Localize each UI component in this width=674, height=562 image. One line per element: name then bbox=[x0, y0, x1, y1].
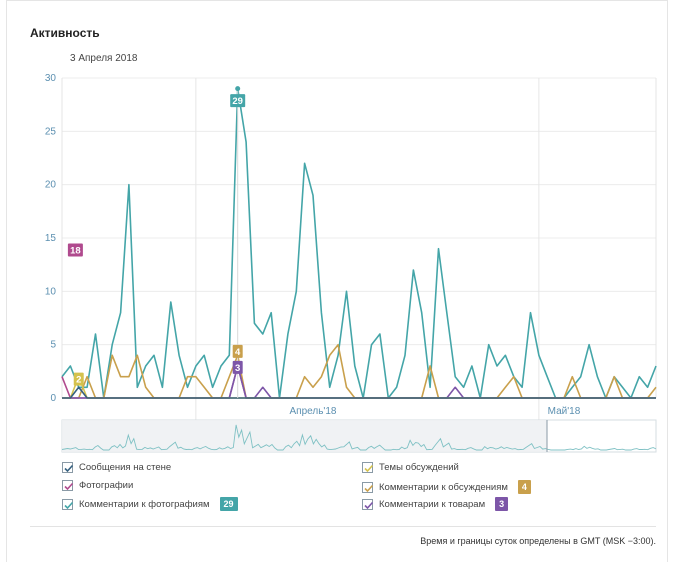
x-tick-label: Апрель'18 bbox=[290, 406, 337, 417]
timezone-note: Время и границы суток определены в GMT (… bbox=[420, 536, 656, 546]
checkbox-icon[interactable] bbox=[62, 462, 74, 473]
value-badge-bg bbox=[232, 344, 243, 358]
y-tick-label: 25 bbox=[45, 126, 57, 137]
y-tick-label: 15 bbox=[45, 233, 57, 244]
legend-item-photo-comments[interactable]: Комментарии к фотографиям 29 bbox=[62, 497, 238, 511]
navigator-shade bbox=[62, 420, 547, 452]
legend-label: Сообщения на стене bbox=[79, 462, 172, 473]
value-badge-bg bbox=[67, 243, 83, 257]
panel-left-border bbox=[6, 0, 7, 562]
value-badge-bg bbox=[232, 360, 243, 374]
legend-item-photos[interactable]: Фотографии bbox=[62, 480, 133, 491]
legend-value-badge: 29 bbox=[219, 497, 238, 511]
legend-label: Комментарии к товарам bbox=[379, 498, 486, 510]
hover-point bbox=[235, 86, 241, 92]
checkbox-icon[interactable] bbox=[62, 480, 74, 491]
value-badge-text: 2 bbox=[76, 375, 81, 386]
value-badge-text: 18 bbox=[70, 246, 81, 257]
legend-item-discussion-topics[interactable]: Темы обсуждений bbox=[362, 462, 459, 473]
footer-divider bbox=[30, 526, 656, 527]
value-badge-text: 4 bbox=[235, 347, 241, 358]
value-badge-bg bbox=[230, 94, 246, 108]
legend-item-wall-posts[interactable]: Сообщения на стене bbox=[62, 462, 171, 473]
legend-value-badge: 3 bbox=[495, 497, 509, 511]
legend-item-product-comments[interactable]: Комментарии к товарам 3 bbox=[362, 497, 509, 511]
y-tick-label: 20 bbox=[45, 180, 57, 191]
legend-label: Фотографии bbox=[79, 480, 134, 491]
legend-label: Комментарии к фотографиям bbox=[79, 498, 210, 510]
legend-label: Темы обсуждений bbox=[379, 462, 459, 473]
checkbox-icon[interactable] bbox=[62, 498, 74, 510]
value-badge-text: 29 bbox=[232, 96, 243, 107]
checkbox-icon[interactable] bbox=[362, 481, 374, 493]
value-badge-text: 3 bbox=[235, 363, 240, 374]
y-tick-label: 10 bbox=[45, 286, 57, 297]
x-tick-label: Май'18 bbox=[548, 406, 581, 417]
activity-chart[interactable]: 0 5 10 15 20 25 30 Апрель'18 Май'18 29 4 3 2 18 bbox=[0, 0, 674, 460]
legend-label: Комментарии к обсуждениям bbox=[379, 481, 508, 493]
legend-item-discussion-comments[interactable]: Комментарии к обсуждениям 4 bbox=[362, 480, 531, 494]
y-tick-label: 5 bbox=[50, 340, 56, 351]
checkbox-icon[interactable] bbox=[362, 498, 374, 510]
page-title: Активность bbox=[30, 26, 100, 40]
series-line bbox=[62, 386, 656, 399]
hover-date-label: 3 Апреля 2018 bbox=[70, 53, 138, 64]
y-tick-label: 30 bbox=[45, 73, 57, 84]
panel-top-border bbox=[6, 0, 668, 1]
checkbox-icon[interactable] bbox=[362, 462, 374, 473]
y-tick-label: 0 bbox=[50, 393, 56, 404]
panel-right-border bbox=[667, 0, 668, 562]
value-badge-bg bbox=[73, 372, 84, 386]
legend-value-badge: 4 bbox=[517, 480, 531, 494]
navigator-series bbox=[61, 424, 657, 451]
